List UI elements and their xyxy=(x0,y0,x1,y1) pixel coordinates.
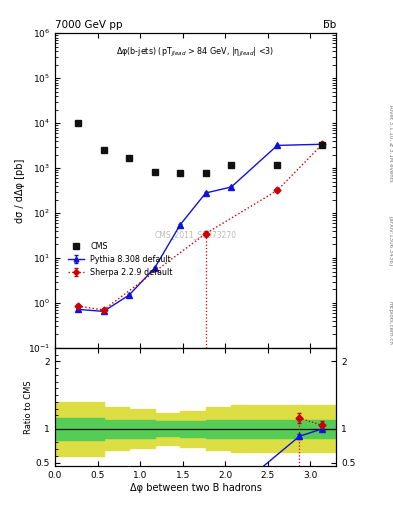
CMS xyxy=(320,142,325,148)
CMS xyxy=(127,155,132,161)
CMS xyxy=(76,120,81,126)
CMS xyxy=(275,161,280,167)
Legend: CMS, Pythia 8.308 default, Sherpa 2.2.9 default: CMS, Pythia 8.308 default, Sherpa 2.2.9 … xyxy=(65,239,176,281)
Text: [arXiv:1306.3436]: [arXiv:1306.3436] xyxy=(388,216,393,266)
Y-axis label: Ratio to CMS: Ratio to CMS xyxy=(24,380,33,434)
Text: CMS_2011_S8973270: CMS_2011_S8973270 xyxy=(154,230,237,239)
Text: mcplots.cern.ch: mcplots.cern.ch xyxy=(388,301,393,345)
Text: b̅b: b̅b xyxy=(323,19,336,30)
CMS xyxy=(229,161,234,167)
Text: 7000 GeV pp: 7000 GeV pp xyxy=(55,19,123,30)
Text: Δφ(b-jets) (pT$_{Jlead}$ > 84 GeV, |η$_{Jlead}$| <3): Δφ(b-jets) (pT$_{Jlead}$ > 84 GeV, |η$_{… xyxy=(116,46,275,59)
CMS xyxy=(152,169,157,176)
Text: Rivet 3.1.10, ≥ 3.1M events: Rivet 3.1.10, ≥ 3.1M events xyxy=(388,105,393,182)
CMS xyxy=(101,147,106,153)
Y-axis label: dσ / dΔφ [pb]: dσ / dΔφ [pb] xyxy=(15,158,25,223)
Line: CMS: CMS xyxy=(75,120,325,177)
CMS xyxy=(204,170,208,177)
CMS xyxy=(178,170,183,177)
X-axis label: Δφ between two B hadrons: Δφ between two B hadrons xyxy=(130,482,261,493)
